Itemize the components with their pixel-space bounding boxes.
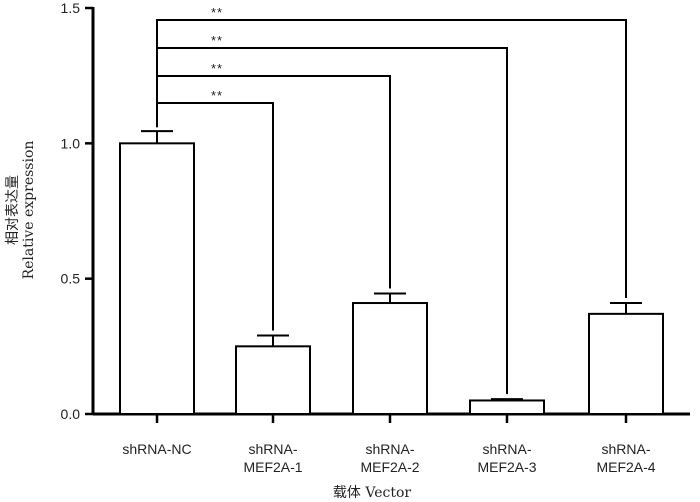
y-axis-title-en: Relative expression bbox=[21, 141, 37, 280]
x-tick-label: shRNA- bbox=[365, 441, 414, 457]
category-labels: shRNA-NC shRNA- MEF2A-1 shRNA- MEF2A-2 shRNA-… bbox=[122, 441, 655, 475]
significance-label: ** bbox=[211, 5, 223, 20]
significance-label: ** bbox=[211, 88, 223, 103]
bars bbox=[119, 142, 664, 416]
x-tick-label: MEF2A-3 bbox=[477, 459, 536, 475]
significance-bracket bbox=[156, 47, 508, 395]
x-tick-label: shRNA-NC bbox=[122, 441, 191, 457]
bar bbox=[235, 345, 311, 416]
significance-label: ** bbox=[211, 33, 223, 48]
y-tick-label: 1.0 bbox=[61, 135, 81, 151]
error-bars bbox=[141, 130, 642, 401]
y-axis-title: 相对表达量 Relative expression bbox=[5, 141, 37, 280]
significance-brackets: ** ** ** ** bbox=[156, 5, 627, 395]
x-tick-label: MEF2A-2 bbox=[360, 459, 419, 475]
y-tick-label: 0.5 bbox=[61, 271, 81, 287]
bar bbox=[469, 399, 545, 416]
x-tick-label: shRNA- bbox=[248, 441, 297, 457]
x-tick-label: MEF2A-1 bbox=[243, 459, 302, 475]
bar bbox=[119, 142, 195, 415]
x-axis-title: 载体 Vector bbox=[333, 485, 411, 501]
x-tick-label: MEF2A-4 bbox=[596, 459, 655, 475]
x-tick-label: shRNA- bbox=[601, 441, 650, 457]
bar bbox=[588, 312, 664, 415]
y-axis-title-cn: 相对表达量 bbox=[5, 175, 21, 245]
y-tick-label: 1.5 bbox=[61, 0, 81, 16]
bar bbox=[352, 302, 428, 416]
significance-bracket bbox=[156, 19, 627, 299]
x-tick-label: shRNA- bbox=[482, 441, 531, 457]
significance-label: ** bbox=[211, 61, 223, 76]
y-tick-label: 0.0 bbox=[61, 406, 81, 422]
